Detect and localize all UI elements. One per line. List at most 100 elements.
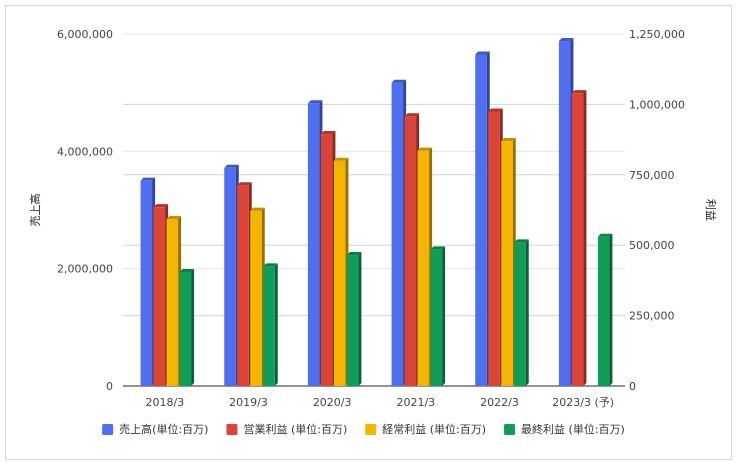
bar-top [166, 216, 182, 220]
bar [430, 246, 446, 386]
bar [346, 252, 362, 386]
bar-top [153, 204, 169, 208]
bar-top [224, 164, 239, 168]
legend-swatch [504, 424, 516, 435]
x-tick-label: 2023/3 (予) [552, 396, 614, 409]
bar-top [597, 233, 613, 237]
bar-front [346, 255, 359, 386]
bar [597, 233, 613, 386]
bar-front [597, 236, 610, 386]
bar [237, 182, 252, 386]
bar-front [404, 116, 417, 386]
bar [501, 138, 516, 386]
bar-top [417, 147, 433, 151]
bar [224, 164, 239, 386]
bar-front [166, 219, 179, 386]
x-tick-label: 2020/3 [313, 396, 352, 409]
bar-top [488, 108, 503, 112]
bar [488, 108, 503, 386]
bar [404, 113, 420, 386]
bar-top [430, 246, 446, 250]
bar-top [391, 79, 407, 83]
bar-side [583, 90, 587, 387]
bar-top [501, 138, 516, 142]
bar-front [153, 207, 166, 386]
bar-front [263, 266, 275, 386]
bar-front [391, 82, 404, 387]
bar-top [571, 90, 587, 94]
bar-front [514, 242, 526, 386]
bar [417, 147, 433, 386]
bar [475, 51, 490, 387]
bar [333, 157, 349, 386]
legend-label: 最終利益 (単位:百万) [521, 422, 625, 436]
bar-side [274, 263, 278, 386]
bar-top [320, 130, 336, 134]
y-left-tick-label: 2,000,000 [57, 263, 113, 276]
gridlines [123, 33, 625, 387]
bar [391, 79, 407, 387]
legend-swatch [102, 424, 114, 435]
y-right-tick-label: 1,000,000 [629, 98, 685, 111]
bar-side [442, 246, 446, 386]
y-right-tick-label: 0 [629, 380, 636, 393]
bar-top [237, 182, 252, 186]
bar [514, 239, 529, 386]
bar [140, 177, 156, 386]
bar-front [237, 185, 249, 386]
bar-front [501, 141, 513, 386]
y-right-axis-title: 利益 [704, 199, 718, 221]
bars [140, 38, 613, 387]
bar-top [179, 268, 195, 272]
bar-front [475, 54, 487, 387]
bar-front [140, 180, 153, 386]
y-right-tick-label: 250,000 [629, 310, 675, 323]
bar-side [358, 252, 362, 386]
x-tick-label: 2022/3 [480, 396, 519, 409]
legend-swatch [365, 424, 377, 435]
bar [307, 100, 323, 386]
bar-side [525, 239, 529, 386]
y-left-tick-label: 6,000,000 [57, 28, 113, 41]
bar-side [609, 233, 613, 386]
bar-front [488, 111, 500, 386]
y-right-tick-label: 1,250,000 [629, 28, 685, 41]
bar-top [346, 252, 362, 256]
bar-top [558, 38, 574, 42]
bar-front [571, 93, 584, 387]
y-right-tick-label: 750,000 [629, 169, 675, 182]
bar [153, 204, 169, 386]
bar [571, 90, 587, 387]
x-tick-label: 2018/3 [145, 396, 184, 409]
y-left-tick-label: 4,000,000 [57, 145, 113, 158]
bar-top [404, 113, 420, 117]
bar-top [514, 239, 529, 243]
legend: 売上高(単位:百万) 営業利益 (単位:百万) 経常利益 (単位:百万) 最終利益 (… [102, 422, 625, 436]
legend-label: 営業利益 (単位:百万) [243, 422, 347, 436]
bar [179, 268, 195, 386]
y-left-axis-title: 売上高 [28, 194, 42, 227]
bar-front [430, 249, 443, 386]
y-right-tick-label: 500,000 [629, 239, 675, 252]
bar-front [224, 167, 236, 386]
bar-front [250, 210, 262, 386]
bar [320, 130, 336, 386]
bar-top [307, 100, 323, 104]
bar-front [179, 271, 192, 386]
bar [558, 38, 574, 386]
bar-front [558, 41, 571, 386]
legend-label: 売上高(単位:百万) [119, 422, 208, 436]
bar-front [320, 133, 333, 386]
bar [166, 216, 182, 386]
bar-front [417, 150, 430, 386]
bar [263, 263, 278, 386]
x-tick-label: 2019/3 [229, 396, 268, 409]
bar-top [333, 157, 349, 161]
x-tick-label: 2021/3 [396, 396, 435, 409]
bar-top [140, 177, 156, 181]
bar-front [307, 103, 320, 386]
bar-side [191, 268, 195, 386]
bar-top [250, 207, 265, 211]
bar [250, 207, 265, 386]
